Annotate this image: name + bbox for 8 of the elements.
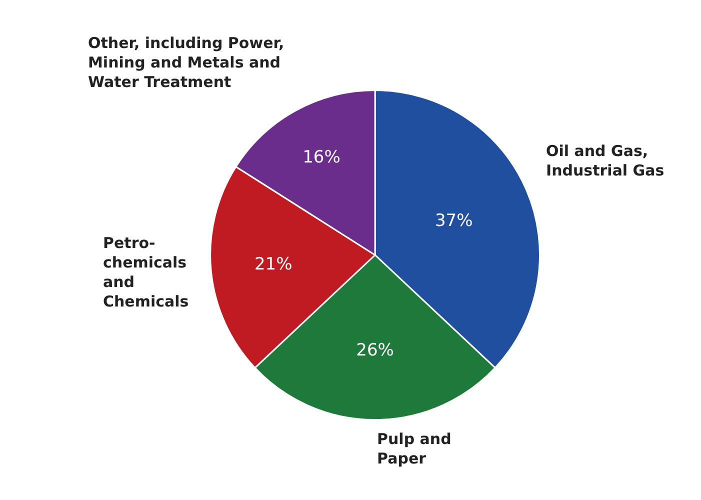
data-label: 26% [356,340,394,360]
slice-label: Oil and Gas, Industrial Gas [546,142,664,180]
data-label: 21% [254,254,292,275]
data-label: 37% [434,210,473,231]
data-label: 16% [302,148,340,168]
slice-label: Petro- chemicals and Chemicals [103,234,189,310]
slice-label: Pulp and Paper [377,430,452,468]
slice-label: Other, including Power, Mining and Metals and Water Treatment [88,34,284,91]
